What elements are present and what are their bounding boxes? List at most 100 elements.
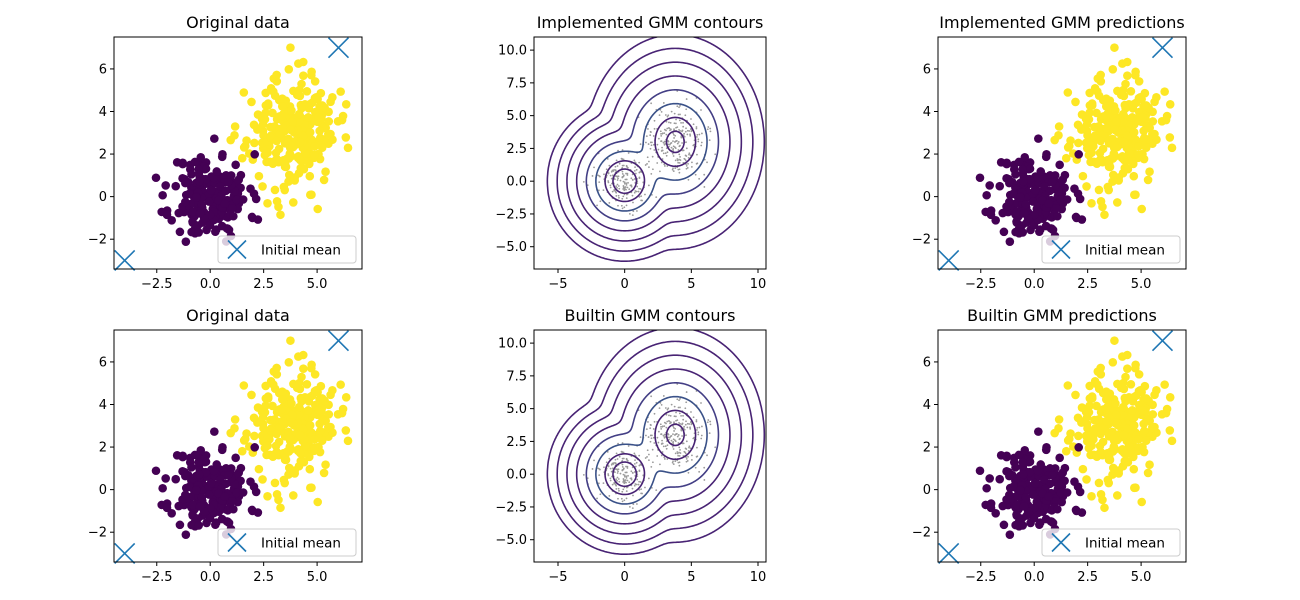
point-class1 [239, 381, 249, 390]
y-tick-label: 4 [99, 398, 107, 413]
point-class0 [171, 181, 181, 191]
sample-dot [653, 127, 656, 130]
sample-dot [618, 455, 621, 458]
point-class0 [214, 195, 223, 205]
sample-dot [696, 133, 699, 136]
point-class0 [1053, 504, 1062, 514]
point-class0 [246, 477, 255, 486]
axes-frame [533, 329, 767, 563]
point-class0 [158, 483, 167, 493]
sample-dot [623, 482, 626, 485]
point-class0 [1047, 177, 1057, 187]
point-class1 [1096, 70, 1105, 80]
sample-dot [625, 481, 627, 484]
sample-dot [609, 174, 612, 177]
sample-dot [675, 411, 677, 414]
plot-title: Builtin GMM predictions [967, 306, 1157, 325]
initial-mean-marker [114, 542, 136, 565]
sample-dot [664, 445, 667, 448]
sample-dot [618, 162, 621, 165]
sample-dot [646, 156, 649, 159]
point-class0 [1020, 445, 1030, 455]
y-tick-label: −2.5 [495, 500, 527, 515]
sample-dot [700, 434, 703, 437]
point-class0 [196, 445, 206, 455]
point-class1 [281, 453, 290, 462]
sample-dot [669, 128, 672, 131]
sample-dot [698, 426, 701, 429]
sample-dot [630, 185, 633, 188]
sample-dot [640, 488, 643, 491]
point-class0 [250, 443, 260, 452]
sample-dot [660, 161, 663, 164]
point-class1 [1145, 167, 1154, 176]
point-class0 [1014, 450, 1024, 460]
point-class1 [341, 392, 351, 402]
point-class1 [1101, 111, 1111, 121]
sample-dot [676, 435, 679, 438]
sample-dot [651, 155, 654, 158]
sample-dot [660, 140, 663, 143]
sample-dot [615, 452, 618, 455]
sample-dot [608, 495, 611, 497]
sample-dot [664, 152, 667, 155]
sample-dot [652, 135, 655, 137]
x-tick-label: −2.5 [965, 570, 997, 585]
legend-box [1041, 235, 1181, 264]
point-class1 [1148, 129, 1157, 139]
point-class0 [185, 189, 194, 199]
point-class1 [296, 165, 306, 174]
point-class1 [261, 401, 270, 411]
sample-dot [625, 184, 628, 186]
point-class1 [299, 71, 308, 80]
sample-dot [622, 158, 625, 161]
point-class1 [249, 413, 259, 423]
point-class1 [326, 390, 335, 400]
y-tick-label: 6 [923, 62, 931, 77]
point-class1 [242, 429, 251, 438]
point-class0 [1038, 195, 1047, 205]
sample-dot [615, 488, 618, 490]
point-class0 [181, 530, 191, 539]
point-class1 [294, 402, 304, 412]
point-class1 [307, 363, 316, 373]
point-class1 [1134, 150, 1143, 160]
sample-dot [696, 446, 698, 449]
sample-dot [666, 165, 669, 167]
sample-dot [685, 401, 688, 404]
sample-dot [692, 144, 695, 147]
y-tick-label: 10.0 [498, 44, 527, 59]
point-class1 [1123, 131, 1132, 141]
legend-box [217, 235, 357, 264]
sample-dot [648, 160, 650, 163]
sample-dot [676, 126, 679, 129]
sample-dot [611, 483, 614, 486]
sample-dot [608, 164, 611, 167]
sample-dot [663, 458, 666, 460]
point-class1 [1108, 358, 1118, 367]
point-class0 [190, 157, 200, 167]
sample-dot [679, 437, 681, 440]
sample-dot [689, 133, 691, 136]
sample-dot [618, 187, 621, 190]
sample-dot [677, 161, 680, 164]
sample-dot [651, 448, 654, 451]
point-class1 [261, 394, 271, 403]
sample-dot [672, 170, 675, 173]
sample-dot [682, 414, 684, 417]
sample-dot [685, 141, 687, 144]
sample-dot [611, 169, 614, 172]
point-class0 [986, 210, 996, 220]
point-class0 [1070, 477, 1079, 486]
sample-dot [678, 399, 680, 402]
point-class1 [317, 436, 327, 446]
sample-dot [615, 191, 618, 194]
plot-p1: −2.5 0.0 2.5 5.0 −2 0 2 4 6 Original data Initial … [88, 13, 363, 292]
sample-dot [632, 494, 634, 497]
sample-dot [682, 121, 684, 124]
sample-dot [652, 143, 655, 146]
sample-dot [687, 455, 689, 458]
point-class0 [204, 197, 214, 206]
y-tick-label: −2 [88, 233, 107, 248]
sample-dot [667, 436, 670, 439]
